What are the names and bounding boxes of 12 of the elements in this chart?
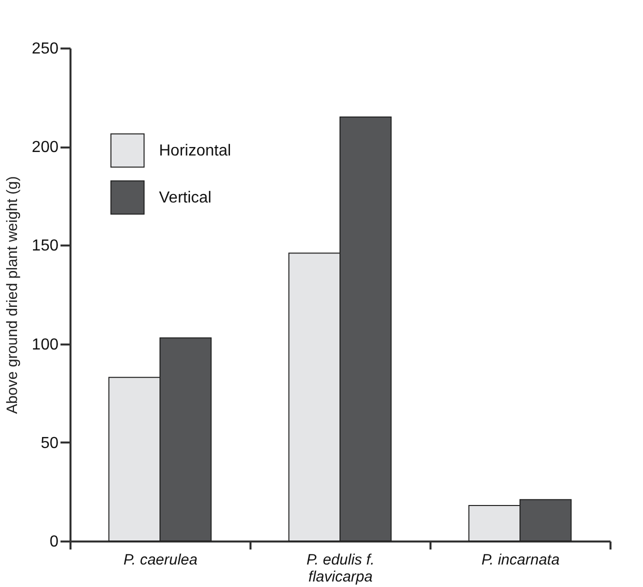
y-tick-label: 0 — [50, 534, 59, 550]
legend-label: Vertical — [159, 190, 212, 206]
y-tick-label: 150 — [32, 238, 59, 255]
x-tick-label: P. edulis f. flavicarpa — [306, 552, 375, 586]
y-tick-label: 100 — [32, 336, 59, 354]
y-tick-label: 250 — [32, 40, 59, 58]
x-tick-label: P. incarnata — [481, 552, 560, 568]
y-axis-title: Above ground dried plant weight (g) — [4, 176, 21, 414]
y-tick-label: 50 — [40, 434, 59, 452]
legend-label: Horizontal — [159, 142, 232, 160]
y-tick-label: 200 — [32, 139, 59, 156]
x-tick-label: P. caerulea — [124, 552, 198, 568]
